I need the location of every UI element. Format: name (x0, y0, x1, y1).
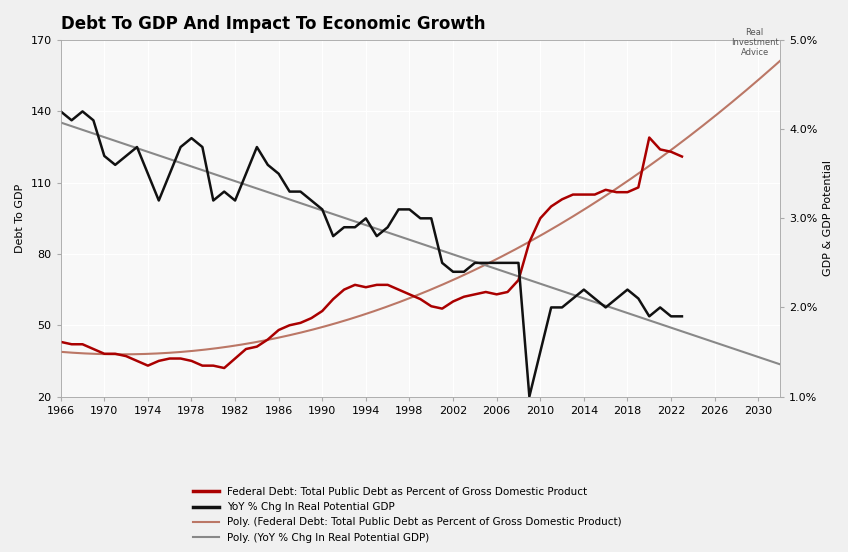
Legend: Federal Debt: Total Public Debt as Percent of Gross Domestic Product, YoY % Chg : Federal Debt: Total Public Debt as Perce… (188, 483, 626, 547)
Text: Debt To GDP And Impact To Economic Growth: Debt To GDP And Impact To Economic Growt… (61, 15, 485, 33)
Text: Real
Investment
Advice: Real Investment Advice (731, 28, 778, 57)
Y-axis label: Debt To GDP: Debt To GDP (15, 184, 25, 253)
Y-axis label: GDP & GDP Potential: GDP & GDP Potential (823, 160, 833, 277)
